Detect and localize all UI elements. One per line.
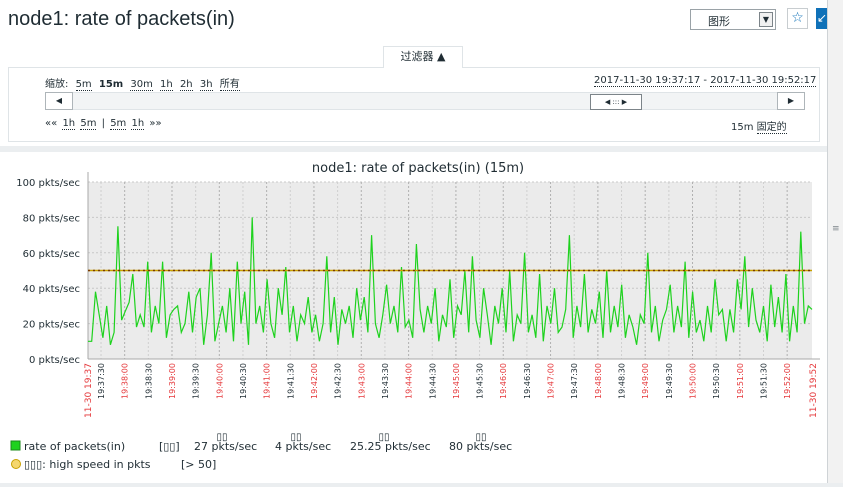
time-range: 2017-11-30 19:37:17 - 2017-11-30 19:52:1… [594, 75, 817, 87]
x-tick-label: 19:38:00 [121, 363, 130, 399]
page-scrollbar[interactable]: ≡ [827, 0, 843, 483]
zoom-15m[interactable]: 15m [98, 79, 124, 90]
y-tick-label: 60 pkts/sec [23, 249, 80, 260]
chart-title: node1: rate of packets(in) (15m) [312, 161, 524, 176]
zoom-5m[interactable]: 5m [75, 79, 92, 91]
series-line-0 [88, 217, 813, 345]
x-tick-label: 19:51:30 [759, 363, 768, 399]
x-tick-label: 19:37:30 [97, 363, 106, 399]
nav-first[interactable]: «« [45, 118, 58, 129]
x-tick-label: 19:41:30 [286, 363, 295, 399]
x-tick-label: 19:49:30 [665, 363, 674, 399]
x-tick-label: 19:43:00 [357, 363, 366, 399]
legend-col-head: ▯▯ [216, 432, 227, 443]
x-tick-label: 19:42:30 [334, 363, 343, 399]
x-tick-label: 19:48:30 [618, 363, 627, 399]
section-divider [0, 146, 827, 152]
x-tick-label: 19:43:30 [381, 363, 390, 399]
timeline-scrollbar[interactable] [45, 92, 805, 110]
timeline-handle[interactable]: ◀ ::: ▶ [590, 94, 642, 110]
x-tick-label: 19:51:00 [736, 363, 745, 399]
x-tick-label: 19:39:00 [168, 363, 177, 399]
zoom-1h[interactable]: 1h [160, 79, 173, 91]
legend-avg: 25.25 pkts/sec [350, 440, 431, 453]
legend-trigger-icon [11, 459, 21, 469]
range-to[interactable]: 2017-11-30 19:52:17 [710, 75, 817, 87]
y-tick-label: 20 pkts/sec [23, 320, 80, 331]
legend-col-head: ▯▯ [475, 432, 486, 443]
filter-tab[interactable]: 过滤器 ▲ [383, 46, 463, 68]
nav-last[interactable]: »» [149, 118, 162, 129]
x-tick-label: 19:50:30 [712, 363, 721, 399]
view-select[interactable]: 图形 ▼ [690, 9, 776, 30]
legend-min: 4 pkts/sec [275, 440, 331, 453]
period-info: 15m 固定的 [731, 118, 787, 134]
x-tick-label: 19:52:00 [783, 363, 792, 399]
legend-series-label: rate of packets(in) [24, 440, 125, 453]
zoom-30m[interactable]: 30m [130, 79, 153, 91]
legend-col-head: ▯▯ [378, 432, 389, 443]
page: node1: rate of packets(in) 图形 ▼ ☆ ↙ 过滤器 … [0, 0, 828, 483]
legend-col-head: ▯▯ [290, 432, 301, 443]
nav-fwd-1h[interactable]: 1h [131, 118, 145, 130]
scroll-grip-icon[interactable]: ≡ [832, 224, 840, 234]
x-end-label: 11-30 19:52 [809, 363, 819, 418]
graph-panel: node1: rate of packets(in) (15m) 0 pkts/s… [0, 152, 827, 483]
y-tick-label: 40 pkts/sec [23, 284, 80, 295]
x-tick-label: 19:50:00 [689, 363, 698, 399]
legend-func-label: [▯▯] [159, 440, 180, 453]
star-icon[interactable]: ☆ [787, 8, 808, 29]
period-value: 15m [731, 122, 754, 133]
x-tick-label: 19:38:30 [144, 363, 153, 399]
nav-divider: | [101, 118, 105, 129]
nav-back-1h[interactable]: 1h [62, 118, 76, 130]
fullscreen-icon[interactable]: ↙ [816, 8, 828, 29]
x-tick-label: 19:40:00 [215, 363, 224, 399]
y-tick-label: 0 pkts/sec [29, 355, 80, 366]
x-tick-label: 19:46:30 [523, 363, 532, 399]
y-tick-label: 100 pkts/sec [16, 178, 80, 189]
x-tick-label: 19:47:30 [570, 363, 579, 399]
y-tick-label: 80 pkts/sec [23, 213, 80, 224]
view-select-value: 图形 [708, 15, 730, 28]
zoom-all[interactable]: 所有 [219, 79, 240, 91]
chevron-down-icon[interactable]: ▼ [759, 12, 773, 27]
x-tick-label: 19:47:00 [547, 363, 556, 399]
x-tick-label: 19:48:00 [594, 363, 603, 399]
nav-back-5m[interactable]: 5m [80, 118, 97, 130]
range-sep: - [700, 75, 711, 86]
page-header: node1: rate of packets(in) 图形 ▼ ☆ ↙ [0, 0, 828, 44]
x-tick-label: 19:41:00 [263, 363, 272, 399]
x-tick-label: 19:39:30 [192, 363, 201, 399]
legend-last: 27 pkts/sec [194, 440, 257, 453]
x-tick-label: 19:44:30 [428, 363, 437, 399]
scroll-right-button[interactable]: ▶ [777, 92, 805, 110]
zoom-3h[interactable]: 3h [199, 79, 213, 91]
legend-trigger-cond: [> 50] [181, 458, 216, 471]
x-tick-label: 19:45:00 [452, 363, 461, 399]
period-nav: «« 1h 5m | 5m 1h »» [45, 118, 164, 130]
zoom-label: 缩放: [45, 79, 69, 90]
range-from[interactable]: 2017-11-30 19:37:17 [594, 75, 701, 87]
zoom-2h[interactable]: 2h [179, 79, 193, 91]
page-title: node1: rate of packets(in) [8, 8, 235, 30]
zoom-bar: 缩放: 5m 15m 30m 1h 2h 3h 所有 [45, 75, 244, 91]
x-tick-label: 19:46:00 [499, 363, 508, 399]
x-tick-label: 19:49:00 [641, 363, 650, 399]
scroll-left-button[interactable]: ◀ [45, 92, 73, 110]
legend-max: 80 pkts/sec [449, 440, 512, 453]
x-tick-label: 19:42:00 [310, 363, 319, 399]
x-tick-label: 19:45:30 [476, 363, 485, 399]
x-tick-label: 19:40:30 [239, 363, 248, 399]
legend-trigger-label: ▯▯▯: high speed in pkts [24, 458, 151, 471]
fixed-toggle[interactable]: 固定的 [756, 122, 787, 134]
nav-fwd-5m[interactable]: 5m [110, 118, 127, 130]
legend-swatch [10, 440, 21, 451]
graph-svg[interactable]: node1: rate of packets(in) (15m) 0 pkts/s… [0, 152, 827, 483]
x-start-label: 11-30 19:37 [84, 363, 94, 418]
x-tick-label: 19:44:00 [405, 363, 414, 399]
